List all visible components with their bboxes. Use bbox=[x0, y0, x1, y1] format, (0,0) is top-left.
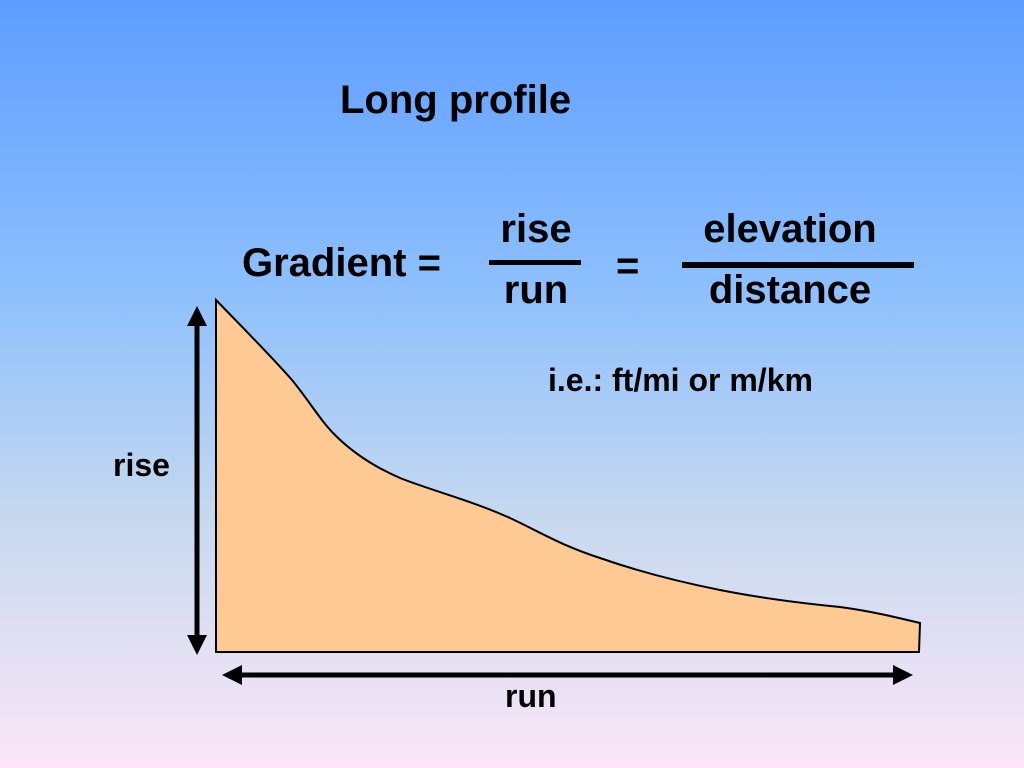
fraction2-numerator: elevation bbox=[703, 207, 877, 251]
fraction1-bar bbox=[489, 260, 581, 265]
equals-sign: = bbox=[616, 244, 640, 288]
gradient-label: Gradient = bbox=[242, 241, 441, 285]
slide-title: Long profile bbox=[340, 78, 572, 122]
river-profile-shape bbox=[215, 297, 922, 653]
run-axis-label: run bbox=[505, 678, 557, 714]
rise-arrow bbox=[187, 306, 207, 655]
rise-axis-label: rise bbox=[113, 447, 170, 483]
fraction1-numerator: rise bbox=[500, 207, 572, 251]
fraction1-denominator: run bbox=[503, 268, 569, 312]
fraction2-bar bbox=[682, 262, 914, 268]
units-note: i.e.: ft/mi or m/km bbox=[548, 362, 813, 398]
run-arrow bbox=[222, 665, 913, 685]
fraction2-denominator: distance bbox=[708, 268, 872, 312]
